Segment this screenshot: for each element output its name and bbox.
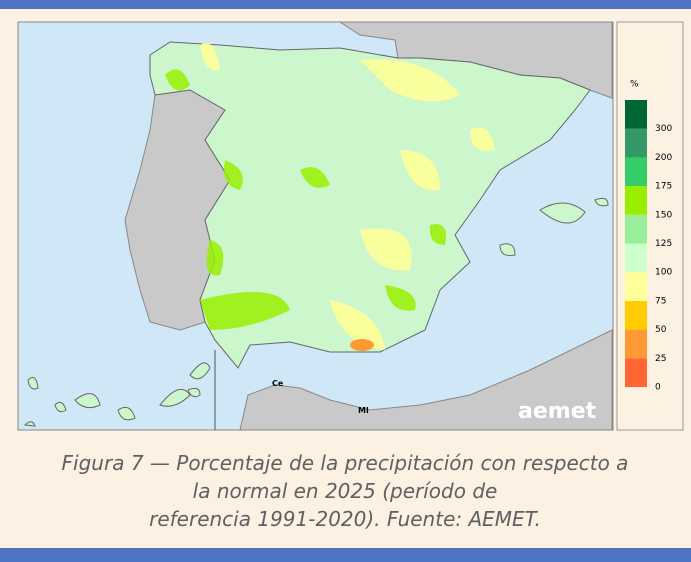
legend-swatch <box>625 301 647 330</box>
caption-line: referencia 1991-2020). Fuente: AEMET. <box>149 507 541 531</box>
legend-swatch <box>625 100 647 129</box>
legend-swatch <box>625 186 647 215</box>
legend-tick-label: 300 <box>655 124 672 134</box>
legend-swatch <box>625 129 647 158</box>
caption: Figura 7 — Porcentaje de la precipitació… <box>62 451 629 531</box>
ceuta-label: Ce <box>272 379 284 388</box>
legend-tick-label: 50 <box>655 325 667 335</box>
legend-tick-label: 0 <box>655 383 661 393</box>
legend-swatch <box>625 215 647 244</box>
legend-tick-label: 100 <box>655 268 672 278</box>
figure: Ce Ml aemet % 0255075100125150175200300 … <box>0 0 691 562</box>
legend-tick-label: 175 <box>655 182 672 192</box>
legend-tick-label: 75 <box>655 296 666 306</box>
zone-very-dry <box>350 339 374 351</box>
legend-tick-label: 200 <box>655 153 672 163</box>
legend-tick-label: 150 <box>655 210 672 220</box>
bottom-bar <box>0 548 691 562</box>
map: Ce Ml aemet <box>18 22 613 430</box>
melilla-label: Ml <box>358 406 369 415</box>
legend-swatch <box>625 272 647 301</box>
logo: aemet <box>518 399 597 424</box>
legend-tick-label: 125 <box>655 239 672 249</box>
legend-tick-label: 25 <box>655 354 666 364</box>
legend-swatch <box>625 330 647 359</box>
legend-swatch <box>625 244 647 273</box>
caption-line: la normal en 2025 (período de <box>193 479 498 503</box>
caption-line: Figura 7 — Porcentaje de la precipitació… <box>62 451 629 475</box>
legend-unit: % <box>630 80 639 90</box>
top-bar <box>0 0 691 9</box>
legend-swatch <box>625 157 647 186</box>
legend-swatch <box>625 358 647 387</box>
legend: % 0 25 50 75 100 125 150 175 200 300 <box>617 22 683 430</box>
page: Ce Ml aemet % 0255075100125150175200300 … <box>0 0 691 562</box>
